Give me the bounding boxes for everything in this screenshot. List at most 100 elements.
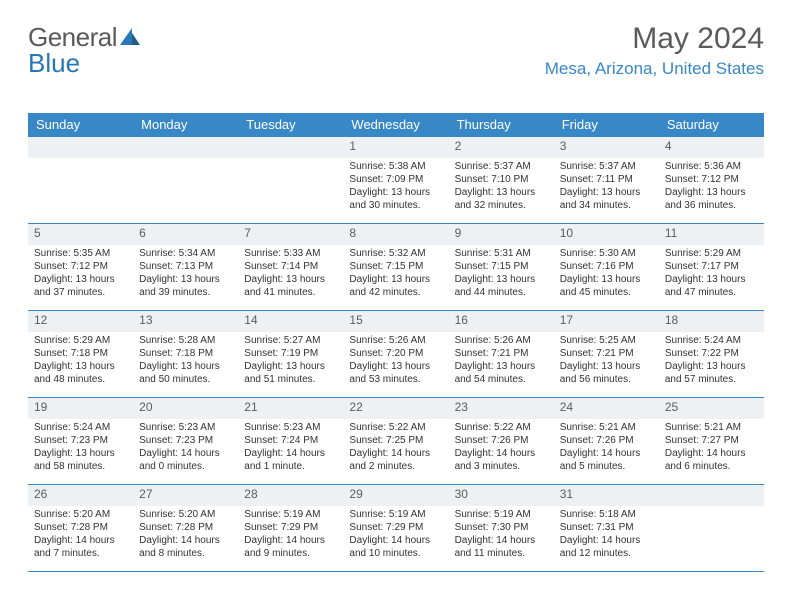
- sunset-line: Sunset: 7:12 PM: [34, 260, 127, 273]
- day-body: Sunrise: 5:25 AMSunset: 7:21 PMDaylight:…: [554, 334, 659, 390]
- sunrise-line: Sunrise: 5:31 AM: [455, 247, 548, 260]
- weekday-sunday: Sunday: [28, 113, 133, 137]
- day-number-empty: [28, 137, 133, 158]
- day-number: 21: [238, 398, 343, 419]
- sunset-line: Sunset: 7:28 PM: [139, 521, 232, 534]
- sunset-line: Sunset: 7:19 PM: [244, 347, 337, 360]
- daylight-line: Daylight: 13 hours and 44 minutes.: [455, 273, 548, 299]
- sunrise-line: Sunrise: 5:24 AM: [34, 421, 127, 434]
- weekday-thursday: Thursday: [449, 113, 554, 137]
- sunset-line: Sunset: 7:15 PM: [455, 260, 548, 273]
- daylight-line: Daylight: 13 hours and 39 minutes.: [139, 273, 232, 299]
- day-number: 2: [449, 137, 554, 158]
- sunset-line: Sunset: 7:18 PM: [34, 347, 127, 360]
- sunrise-line: Sunrise: 5:19 AM: [244, 508, 337, 521]
- day-cell: 20Sunrise: 5:23 AMSunset: 7:23 PMDayligh…: [133, 398, 238, 484]
- day-number: 8: [343, 224, 448, 245]
- daylight-line: Daylight: 14 hours and 12 minutes.: [560, 534, 653, 560]
- daylight-line: Daylight: 13 hours and 30 minutes.: [349, 186, 442, 212]
- day-body: Sunrise: 5:21 AMSunset: 7:26 PMDaylight:…: [554, 421, 659, 477]
- day-body: Sunrise: 5:28 AMSunset: 7:18 PMDaylight:…: [133, 334, 238, 390]
- sunrise-line: Sunrise: 5:29 AM: [34, 334, 127, 347]
- day-number-empty: [659, 485, 764, 506]
- day-body: Sunrise: 5:33 AMSunset: 7:14 PMDaylight:…: [238, 247, 343, 303]
- sunset-line: Sunset: 7:31 PM: [560, 521, 653, 534]
- day-body: Sunrise: 5:37 AMSunset: 7:11 PMDaylight:…: [554, 160, 659, 216]
- weekday-tuesday: Tuesday: [238, 113, 343, 137]
- day-body: Sunrise: 5:19 AMSunset: 7:29 PMDaylight:…: [343, 508, 448, 564]
- sunrise-line: Sunrise: 5:28 AM: [139, 334, 232, 347]
- day-body: Sunrise: 5:37 AMSunset: 7:10 PMDaylight:…: [449, 160, 554, 216]
- month-title: May 2024: [545, 22, 764, 55]
- day-body: Sunrise: 5:22 AMSunset: 7:25 PMDaylight:…: [343, 421, 448, 477]
- title-block: May 2024 Mesa, Arizona, United States: [545, 22, 764, 79]
- week-row: 12Sunrise: 5:29 AMSunset: 7:18 PMDayligh…: [28, 311, 764, 398]
- week-row: 26Sunrise: 5:20 AMSunset: 7:28 PMDayligh…: [28, 485, 764, 572]
- day-cell: [133, 137, 238, 223]
- day-number: 22: [343, 398, 448, 419]
- weekday-header: SundayMondayTuesdayWednesdayThursdayFrid…: [28, 113, 764, 137]
- day-cell: [238, 137, 343, 223]
- day-cell: 19Sunrise: 5:24 AMSunset: 7:23 PMDayligh…: [28, 398, 133, 484]
- sunset-line: Sunset: 7:29 PM: [349, 521, 442, 534]
- daylight-line: Daylight: 13 hours and 57 minutes.: [665, 360, 758, 386]
- day-body: Sunrise: 5:24 AMSunset: 7:22 PMDaylight:…: [659, 334, 764, 390]
- daylight-line: Daylight: 13 hours and 36 minutes.: [665, 186, 758, 212]
- sunrise-line: Sunrise: 5:22 AM: [455, 421, 548, 434]
- sunset-line: Sunset: 7:21 PM: [455, 347, 548, 360]
- sunrise-line: Sunrise: 5:24 AM: [665, 334, 758, 347]
- day-cell: 24Sunrise: 5:21 AMSunset: 7:26 PMDayligh…: [554, 398, 659, 484]
- sunset-line: Sunset: 7:18 PM: [139, 347, 232, 360]
- sunrise-line: Sunrise: 5:19 AM: [455, 508, 548, 521]
- day-number: 29: [343, 485, 448, 506]
- day-body: Sunrise: 5:36 AMSunset: 7:12 PMDaylight:…: [659, 160, 764, 216]
- sunrise-line: Sunrise: 5:37 AM: [455, 160, 548, 173]
- daylight-line: Daylight: 14 hours and 8 minutes.: [139, 534, 232, 560]
- sunrise-line: Sunrise: 5:27 AM: [244, 334, 337, 347]
- day-number: 9: [449, 224, 554, 245]
- sunrise-line: Sunrise: 5:26 AM: [455, 334, 548, 347]
- sunrise-line: Sunrise: 5:34 AM: [139, 247, 232, 260]
- sunrise-line: Sunrise: 5:23 AM: [139, 421, 232, 434]
- sunset-line: Sunset: 7:12 PM: [665, 173, 758, 186]
- sunrise-line: Sunrise: 5:20 AM: [139, 508, 232, 521]
- sunrise-line: Sunrise: 5:33 AM: [244, 247, 337, 260]
- daylight-line: Daylight: 13 hours and 37 minutes.: [34, 273, 127, 299]
- sunset-line: Sunset: 7:10 PM: [455, 173, 548, 186]
- day-body: Sunrise: 5:20 AMSunset: 7:28 PMDaylight:…: [28, 508, 133, 564]
- day-number: 14: [238, 311, 343, 332]
- day-body: Sunrise: 5:29 AMSunset: 7:18 PMDaylight:…: [28, 334, 133, 390]
- daylight-line: Daylight: 13 hours and 58 minutes.: [34, 447, 127, 473]
- day-cell: 31Sunrise: 5:18 AMSunset: 7:31 PMDayligh…: [554, 485, 659, 571]
- day-body: Sunrise: 5:19 AMSunset: 7:29 PMDaylight:…: [238, 508, 343, 564]
- day-body: Sunrise: 5:20 AMSunset: 7:28 PMDaylight:…: [133, 508, 238, 564]
- day-cell: 25Sunrise: 5:21 AMSunset: 7:27 PMDayligh…: [659, 398, 764, 484]
- daylight-line: Daylight: 13 hours and 41 minutes.: [244, 273, 337, 299]
- daylight-line: Daylight: 14 hours and 10 minutes.: [349, 534, 442, 560]
- day-cell: 15Sunrise: 5:26 AMSunset: 7:20 PMDayligh…: [343, 311, 448, 397]
- sunset-line: Sunset: 7:23 PM: [34, 434, 127, 447]
- sunrise-line: Sunrise: 5:25 AM: [560, 334, 653, 347]
- day-number: 24: [554, 398, 659, 419]
- day-cell: 23Sunrise: 5:22 AMSunset: 7:26 PMDayligh…: [449, 398, 554, 484]
- sunrise-line: Sunrise: 5:19 AM: [349, 508, 442, 521]
- day-body: Sunrise: 5:19 AMSunset: 7:30 PMDaylight:…: [449, 508, 554, 564]
- sunrise-line: Sunrise: 5:36 AM: [665, 160, 758, 173]
- weekday-friday: Friday: [554, 113, 659, 137]
- sunset-line: Sunset: 7:26 PM: [455, 434, 548, 447]
- day-cell: 9 Sunrise: 5:31 AMSunset: 7:15 PMDaylight…: [449, 224, 554, 310]
- day-body: Sunrise: 5:26 AMSunset: 7:21 PMDaylight:…: [449, 334, 554, 390]
- daylight-line: Daylight: 13 hours and 45 minutes.: [560, 273, 653, 299]
- sunrise-line: Sunrise: 5:29 AM: [665, 247, 758, 260]
- daylight-line: Daylight: 13 hours and 48 minutes.: [34, 360, 127, 386]
- location-text: Mesa, Arizona, United States: [545, 59, 764, 79]
- day-cell: 17Sunrise: 5:25 AMSunset: 7:21 PMDayligh…: [554, 311, 659, 397]
- day-cell: 5Sunrise: 5:35 AMSunset: 7:12 PMDaylight…: [28, 224, 133, 310]
- daylight-line: Daylight: 13 hours and 34 minutes.: [560, 186, 653, 212]
- daylight-line: Daylight: 14 hours and 11 minutes.: [455, 534, 548, 560]
- sunrise-line: Sunrise: 5:18 AM: [560, 508, 653, 521]
- sunset-line: Sunset: 7:26 PM: [560, 434, 653, 447]
- day-cell: 27Sunrise: 5:20 AMSunset: 7:28 PMDayligh…: [133, 485, 238, 571]
- day-number: 16: [449, 311, 554, 332]
- day-cell: 30Sunrise: 5:19 AMSunset: 7:30 PMDayligh…: [449, 485, 554, 571]
